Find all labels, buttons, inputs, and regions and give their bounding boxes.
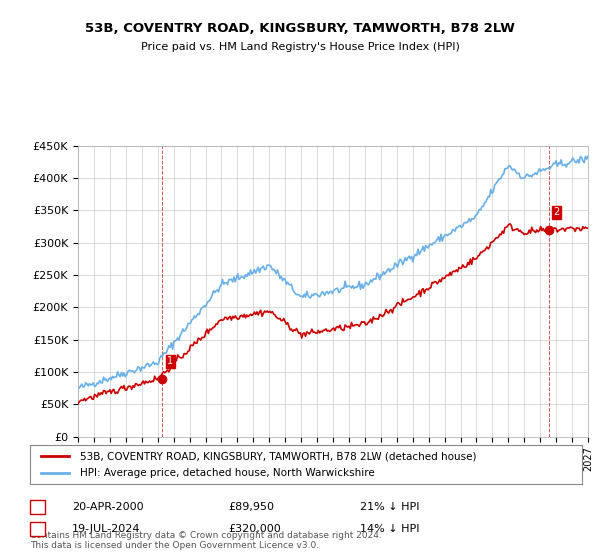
Text: 2: 2 [554, 208, 560, 217]
Text: 19-JUL-2024: 19-JUL-2024 [72, 524, 140, 534]
Text: £89,950: £89,950 [228, 502, 274, 512]
Text: HPI: Average price, detached house, North Warwickshire: HPI: Average price, detached house, Nort… [80, 468, 374, 478]
Text: 53B, COVENTRY ROAD, KINGSBURY, TAMWORTH, B78 2LW: 53B, COVENTRY ROAD, KINGSBURY, TAMWORTH,… [85, 22, 515, 35]
Text: 53B, COVENTRY ROAD, KINGSBURY, TAMWORTH, B78 2LW (detached house): 53B, COVENTRY ROAD, KINGSBURY, TAMWORTH,… [80, 451, 476, 461]
Text: Contains HM Land Registry data © Crown copyright and database right 2024.
This d: Contains HM Land Registry data © Crown c… [30, 530, 382, 550]
Text: 14% ↓ HPI: 14% ↓ HPI [360, 524, 419, 534]
Text: Price paid vs. HM Land Registry's House Price Index (HPI): Price paid vs. HM Land Registry's House … [140, 42, 460, 52]
Text: 21% ↓ HPI: 21% ↓ HPI [360, 502, 419, 512]
Text: 2: 2 [34, 524, 41, 534]
Text: £320,000: £320,000 [228, 524, 281, 534]
Text: 1: 1 [167, 356, 173, 366]
Text: 20-APR-2000: 20-APR-2000 [72, 502, 143, 512]
Text: 1: 1 [34, 502, 41, 512]
